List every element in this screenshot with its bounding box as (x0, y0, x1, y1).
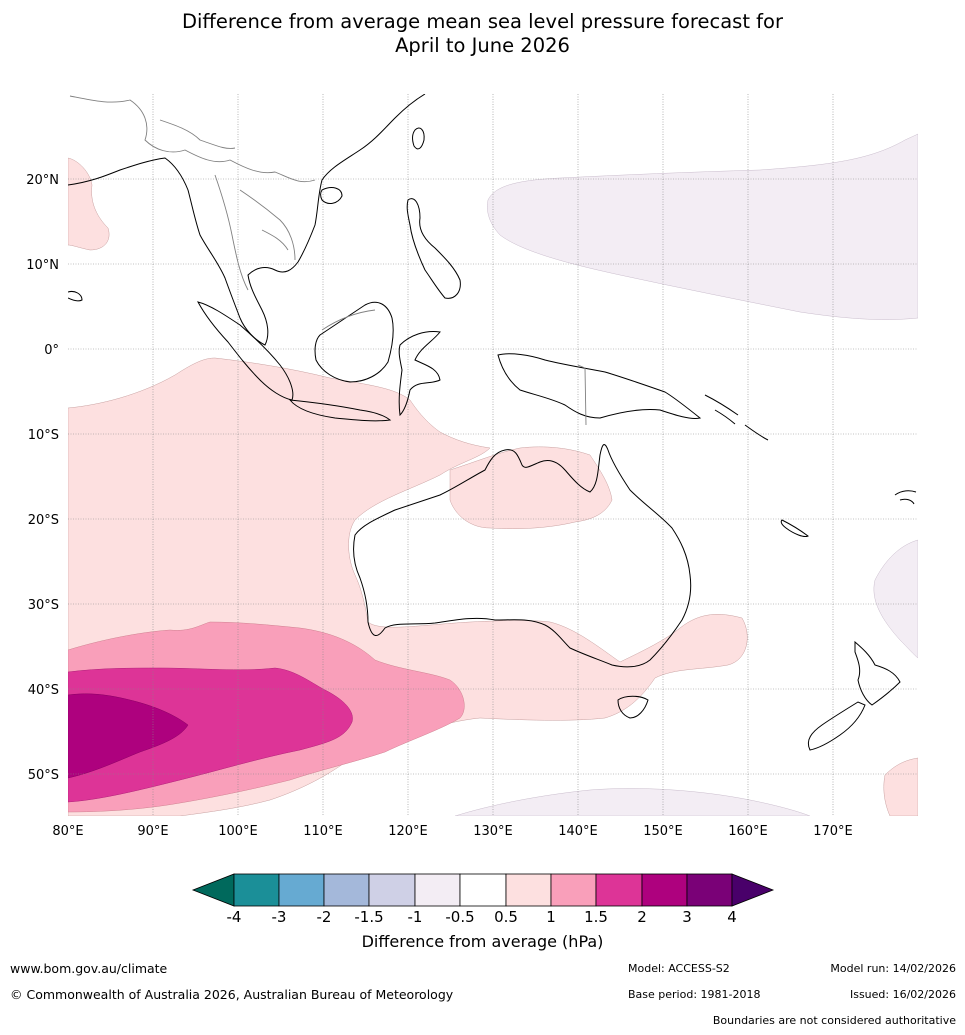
coastlines (68, 94, 917, 751)
lat-label-20n: 20°N (26, 173, 59, 188)
lat-label-20s: 20°S (28, 513, 59, 528)
coastline-tasmania (617, 695, 649, 719)
colorbar-tick-neg4: -4 (227, 908, 242, 926)
anomaly-region-neg-southeast (873, 539, 918, 659)
anomaly-region-2-3 (68, 693, 189, 779)
colorbar-swatch-3-4 (686, 873, 733, 907)
colorbar-extend-low (191, 873, 235, 907)
colorbar-swatch-neg1.5-neg1 (368, 873, 416, 907)
lon-label-100e: 100°E (218, 824, 258, 839)
colorbar-tick-neg0.5: -0.5 (445, 908, 474, 926)
coastline-borneo (314, 301, 394, 383)
coastline-hainan (320, 187, 343, 204)
anomaly-region-0.5-1-tasman (883, 757, 918, 816)
colorbar-tick-neg1: -1 (408, 908, 423, 926)
lon-label-110e: 110°E (303, 824, 343, 839)
coastline-asia (68, 94, 426, 346)
colorbar-tick-2: 2 (637, 908, 647, 926)
lon-label-140e: 140°E (558, 824, 598, 839)
coastline-solomon-islands (704, 394, 769, 441)
lon-label-80e: 80°E (52, 824, 83, 839)
colorbar: -4 -3 -2 -1.5 -1 -0.5 0.5 1 1.5 2 3 4 (191, 873, 775, 926)
map-gridlines (68, 94, 918, 816)
map-title: Difference from average mean sea level p… (0, 10, 965, 58)
coastline-philippines (406, 198, 461, 299)
anomaly-region-neg-south (454, 788, 811, 816)
colorbar-swatch-neg0.5-0.5 (459, 873, 507, 907)
colorbar-title: Difference from average (hPa) (361, 932, 604, 951)
anomaly-region-0.5-1-northaus (449, 446, 613, 529)
lon-label-160e: 160°E (728, 824, 768, 839)
footer-model: Model: ACCESS-S2 (628, 962, 730, 975)
footer-issued: Issued: 16/02/2026 (849, 988, 956, 1001)
coastline-nz-south (807, 701, 866, 751)
footer-copyright: © Commonwealth of Australia 2026, Austra… (10, 987, 454, 1002)
colorbar-swatch-neg1-neg0.5 (414, 873, 461, 907)
lat-label-40s: 40°S (28, 683, 59, 698)
anomaly-region-neg-pacific (487, 133, 918, 320)
coastline-sulawesi (398, 331, 441, 417)
coastline-new-guinea (497, 353, 702, 419)
colorbar-swatch-1.5-2 (595, 873, 643, 907)
colorbar-swatch-0.5-1 (505, 873, 552, 907)
colorbar-tick-neg1.5: -1.5 (354, 908, 383, 926)
footer-base-period: Base period: 1981-2018 (628, 988, 761, 1001)
lon-label-120e: 120°E (388, 824, 428, 839)
colorbar-tick-neg3: -3 (272, 908, 287, 926)
coastline-nz-north (854, 640, 901, 706)
latitude-labels: 20°N 10°N 0° 10°S 20°S 30°S 40°S 50°S (26, 173, 59, 783)
colorbar-swatch-neg3-neg2 (278, 873, 325, 907)
anomaly-region-0.5-1-west (68, 157, 110, 251)
coastline-new-caledonia (780, 519, 809, 537)
colorbar-swatch-neg4-neg3 (233, 873, 280, 907)
lon-label-130e: 130°E (473, 824, 513, 839)
lat-label-30s: 30°S (28, 598, 59, 613)
colorbar-tick-0.5: 0.5 (494, 908, 518, 926)
coastline-sri-lanka (68, 291, 83, 302)
footer-model-run: Model run: 14/02/2026 (830, 962, 956, 975)
lon-label-90e: 90°E (137, 824, 168, 839)
map-title-line2: April to June 2026 (395, 34, 570, 57)
lat-label-0: 0° (44, 343, 59, 358)
anomaly-region-1.5-2 (68, 667, 353, 803)
colorbar-tick-4: 4 (727, 908, 737, 926)
longitude-labels: 80°E 90°E 100°E 110°E 120°E 130°E 140°E … (52, 824, 852, 839)
colorbar-swatch-2-3 (641, 873, 688, 907)
colorbar-tick-1.5: 1.5 (584, 908, 608, 926)
country-borders (69, 95, 587, 426)
lat-label-10s: 10°S (28, 428, 59, 443)
colorbar-swatch-1-1.5 (550, 873, 597, 907)
colorbar-extend-high (731, 873, 775, 907)
coastline-java (288, 399, 392, 422)
lat-label-10n: 10°N (26, 258, 59, 273)
coastline-fiji (894, 490, 917, 505)
footer-disclaimer: Boundaries are not considered authoritat… (712, 1014, 956, 1027)
lon-label-170e: 170°E (813, 824, 853, 839)
colorbar-tick-1: 1 (546, 908, 556, 926)
footer-website: www.bom.gov.au/climate (10, 961, 168, 976)
colorbar-tick-3: 3 (682, 908, 692, 926)
coastline-taiwan (412, 127, 425, 150)
lon-label-150e: 150°E (643, 824, 683, 839)
colorbar-tick-neg2: -2 (317, 908, 332, 926)
map-title-line1: Difference from average mean sea level p… (182, 10, 783, 33)
coastline-australia (353, 444, 692, 668)
lat-label-50s: 50°S (28, 768, 59, 783)
colorbar-swatch-neg2-neg1.5 (323, 873, 370, 907)
